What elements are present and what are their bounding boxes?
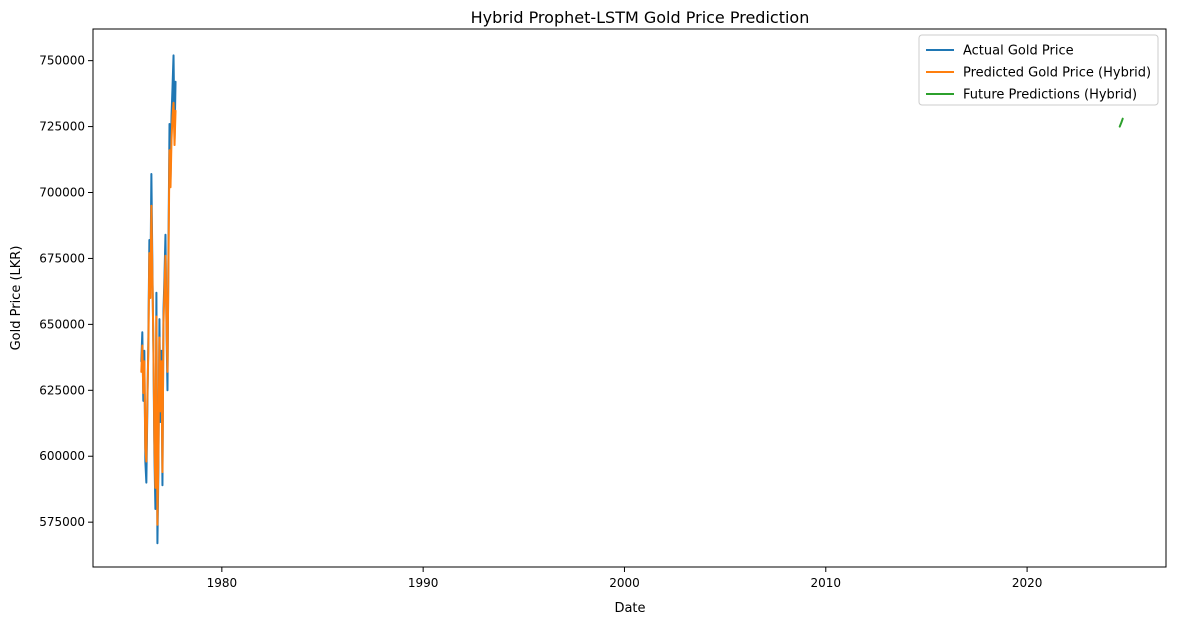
y-tick-label: 725000 xyxy=(39,120,85,134)
legend: Actual Gold Price Predicted Gold Price (H… xyxy=(918,34,1159,106)
plot-frame xyxy=(92,28,1167,568)
series-line-2 xyxy=(140,101,177,526)
legend-label-2: Predicted Gold Price (Hybrid) xyxy=(963,66,1151,81)
legend-label-1: Actual Gold Price xyxy=(963,44,1074,59)
y-tick-label: 650000 xyxy=(39,317,85,331)
y-tick-label: 600000 xyxy=(39,449,85,463)
y-tick-label: 750000 xyxy=(39,54,85,68)
x-tick-label: 1990 xyxy=(408,576,439,590)
legend-label-3: Future Predictions (Hybrid) xyxy=(963,88,1137,103)
plot-area xyxy=(93,29,1166,567)
x-tick-label: 2010 xyxy=(811,576,842,590)
legend-box xyxy=(918,34,1159,106)
y-tick-label: 575000 xyxy=(39,515,85,529)
y-tick-label: 625000 xyxy=(39,383,85,397)
series-line-3 xyxy=(1118,117,1124,128)
y-tick-label: 700000 xyxy=(39,186,85,200)
x-axis-label: Date xyxy=(614,601,645,616)
x-tick-label: 2000 xyxy=(609,576,640,590)
chart-title: Hybrid Prophet-LSTM Gold Price Predictio… xyxy=(471,8,810,27)
x-tick-label: 1980 xyxy=(207,576,238,590)
x-tick-label: 2020 xyxy=(1012,576,1043,590)
y-axis-label: Gold Price (LKR) xyxy=(9,246,24,351)
y-axis: 575000 600000 625000 650000 675000 700000 7250… xyxy=(39,54,93,529)
y-tick-label: 675000 xyxy=(39,251,85,265)
x-axis: 1980 1990 2000 2010 2020 xyxy=(207,567,1043,590)
series-layer xyxy=(140,54,1124,545)
